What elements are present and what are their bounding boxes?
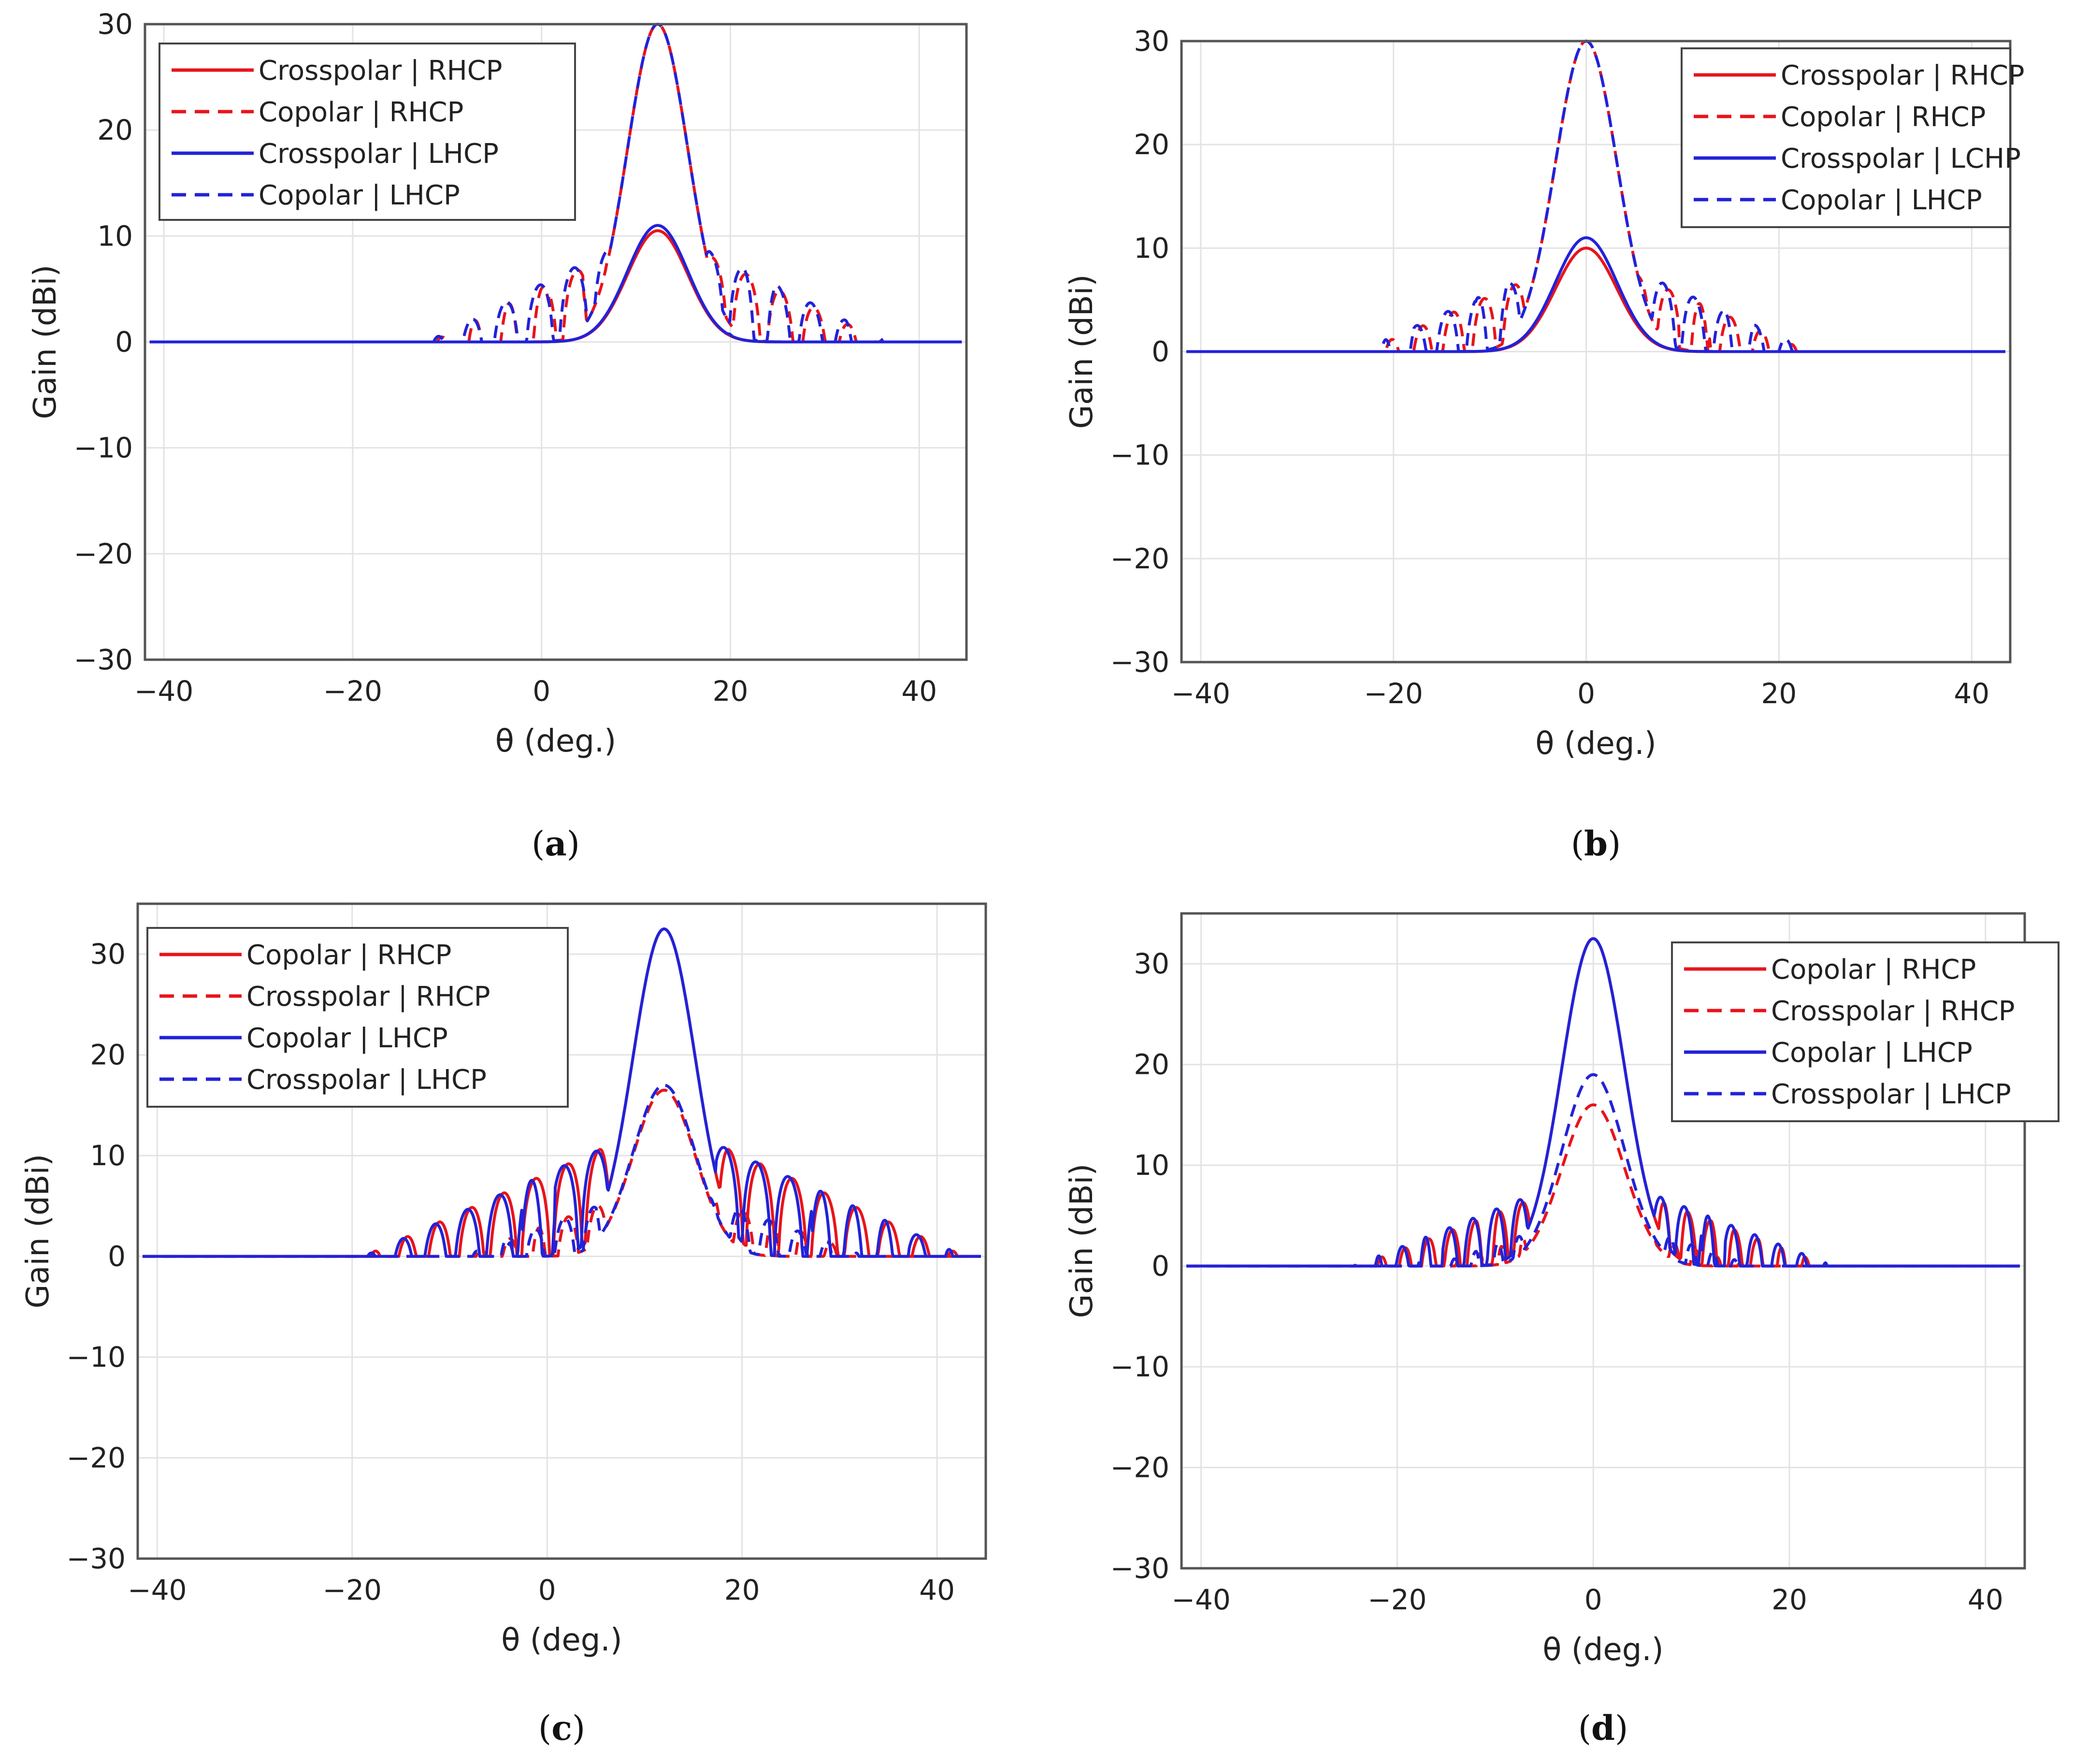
series-line-4: [149, 23, 963, 344]
legend-label: Copolar | RHCP: [259, 97, 463, 128]
x-tick-label: −40: [134, 675, 193, 708]
x-tick-label: −40: [1171, 1583, 1230, 1616]
y-tick-label: −10: [1110, 1350, 1169, 1383]
x-tick-label: 0: [538, 1574, 556, 1606]
legend-label: Crosspolar | RHCP: [259, 55, 503, 87]
x-axis-label: θ (deg.): [495, 723, 616, 759]
legend-label: Copolar | LHCP: [259, 180, 460, 211]
legend-box: [146, 927, 569, 1108]
axes-frame: [1180, 912, 2026, 1570]
x-tick-label: 0: [1584, 1583, 1602, 1616]
legend-label: Crosspolar | LHCP: [1771, 1079, 2011, 1110]
series-line-3: [1186, 937, 2020, 1268]
legend-label: Copolar | LHCP: [1781, 185, 1982, 216]
x-tick-label: 40: [1968, 1583, 2003, 1616]
panel-caption: (a): [532, 824, 580, 864]
legend-label: Copolar | RHCP: [1781, 101, 1986, 133]
legend-box: [1681, 47, 2011, 228]
x-tick-label: −20: [323, 675, 382, 708]
y-axis-label: Gain (dBi): [1064, 275, 1100, 429]
panel-caption: (c): [538, 1708, 585, 1748]
axes-frame: [1180, 40, 2012, 664]
y-tick-label: −20: [1110, 542, 1169, 575]
y-tick-label: 20: [97, 114, 133, 146]
y-axis-label: Gain (dBi): [1064, 1164, 1100, 1318]
y-tick-label: 30: [1134, 25, 1169, 58]
chart-panel-a: −40 −20 0 20 40 −30 −20 −10 0 10 20 30 θ (deg.) Gain …: [28, 8, 968, 864]
y-tick-label: 0: [1152, 1250, 1169, 1283]
x-tick-label: 20: [1772, 1583, 1807, 1616]
y-tick-label: −20: [74, 537, 133, 570]
y-tick-label: 20: [1134, 1048, 1169, 1081]
x-tick-label: −20: [323, 1574, 382, 1606]
series-line-4: [142, 1084, 981, 1258]
x-tick-label: −20: [1368, 1583, 1426, 1616]
y-tick-label: 0: [115, 326, 133, 359]
legend-label: Crosspolar | LHCP: [259, 138, 499, 170]
legend-label: Copolar | LHCP: [1771, 1037, 1973, 1069]
y-tick-label: 10: [1134, 1149, 1169, 1182]
panel-caption: (b): [1571, 824, 1621, 864]
legend-label: Crosspolar | RHCP: [246, 981, 490, 1012]
y-tick-label: 10: [90, 1139, 126, 1172]
series-line-4: [1185, 40, 2006, 353]
y-tick-label: 10: [97, 219, 133, 252]
y-tick-label: −20: [1110, 1451, 1169, 1484]
series-line-4: [1186, 1073, 2020, 1268]
chart-panel-d: −40 −20 0 20 40 −30 −20 −10 0 10 20 30 θ (deg.) Gain …: [1064, 912, 2060, 1748]
x-tick-label: −40: [1171, 677, 1230, 710]
x-axis-label: θ (deg.): [1542, 1632, 1663, 1668]
x-axis-label: θ (deg.): [1535, 726, 1656, 762]
legend-box: [158, 43, 576, 221]
x-tick-label: 20: [1761, 677, 1797, 710]
x-tick-label: 40: [1954, 677, 1989, 710]
y-tick-label: 0: [108, 1240, 126, 1273]
y-tick-label: 30: [1134, 947, 1169, 980]
y-tick-label: −20: [67, 1442, 126, 1475]
legend-label: Crosspolar | RHCP: [1781, 60, 2025, 91]
y-tick-label: −10: [74, 432, 133, 464]
y-tick-label: 30: [97, 8, 133, 41]
axes-frame: [144, 23, 968, 661]
y-tick-label: −30: [1110, 646, 1169, 679]
y-tick-label: 10: [1134, 231, 1169, 264]
y-tick-label: 30: [90, 938, 126, 970]
legend-label: Crosspolar | RHCP: [1771, 996, 2015, 1027]
chart-panel-b: −40 −20 0 20 40 −30 −20 −10 0 10 20 30 θ (deg.) Gain …: [1064, 25, 2025, 864]
y-tick-label: 20: [90, 1039, 126, 1071]
legend-box: [1671, 941, 2060, 1122]
legend-label: Copolar | LHCP: [246, 1023, 448, 1054]
x-axis-label: θ (deg.): [501, 1622, 622, 1658]
y-axis-label: Gain (dBi): [28, 265, 63, 419]
chart-panel-c: −40 −20 0 20 40 −30 −20 −10 0 10 20 30 θ (deg.) Gain …: [20, 902, 987, 1748]
y-axis-label: Gain (dBi): [20, 1154, 56, 1309]
x-tick-label: 40: [919, 1574, 955, 1606]
legend-label: Crosspolar | LHCP: [246, 1064, 487, 1096]
x-tick-label: 20: [713, 675, 749, 708]
legend-label: Crosspolar | LCHP: [1781, 143, 2021, 174]
y-tick-label: −30: [74, 643, 133, 676]
legend-label: Copolar | RHCP: [1771, 954, 1976, 985]
x-tick-label: 40: [901, 675, 937, 708]
y-tick-label: −30: [1110, 1552, 1169, 1585]
y-tick-label: 0: [1152, 335, 1169, 368]
x-tick-label: −20: [1364, 677, 1423, 710]
y-tick-label: −30: [67, 1542, 126, 1575]
panel-caption: (d): [1578, 1708, 1628, 1748]
x-tick-label: 20: [724, 1574, 760, 1606]
x-tick-label: 0: [1577, 677, 1595, 710]
y-tick-label: −10: [1110, 439, 1169, 472]
y-tick-label: 20: [1134, 128, 1169, 161]
legend-label: Copolar | RHCP: [246, 940, 451, 971]
x-tick-label: −40: [128, 1574, 187, 1606]
series-line-2: [142, 1088, 981, 1258]
y-tick-label: −10: [67, 1341, 126, 1374]
x-tick-label: 0: [533, 675, 550, 708]
axes-frame: [136, 902, 987, 1560]
